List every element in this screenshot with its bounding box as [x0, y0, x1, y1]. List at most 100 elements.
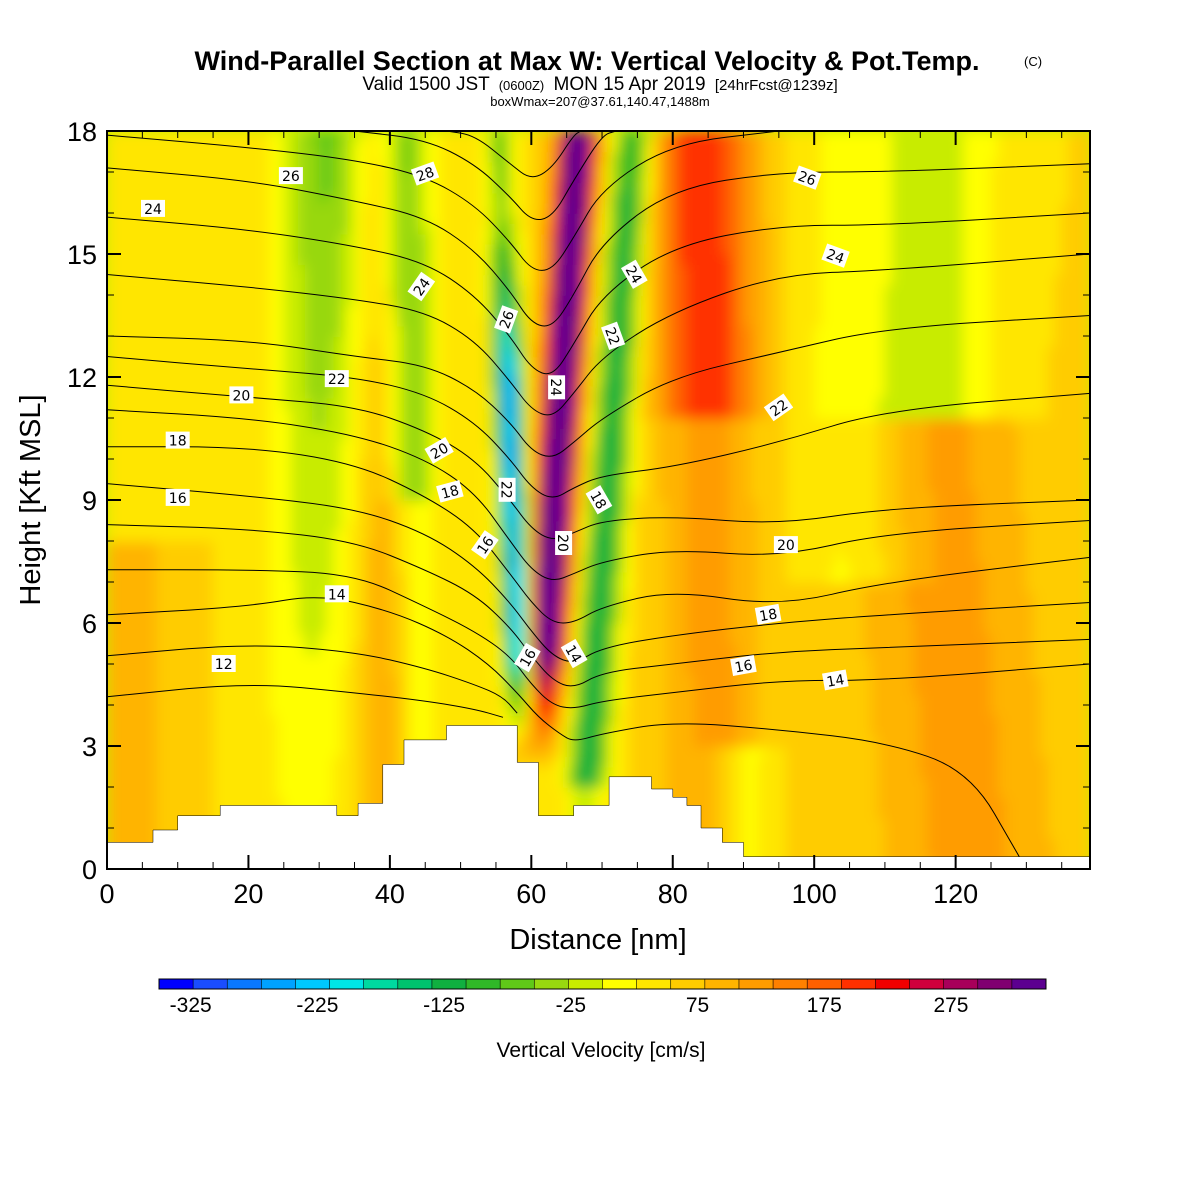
velocity-cell	[107, 213, 115, 225]
velocity-cell	[538, 356, 547, 368]
velocity-cell	[269, 192, 278, 204]
velocity-cell	[297, 325, 306, 337]
velocity-cell	[128, 541, 137, 553]
velocity-cell	[488, 182, 497, 194]
velocity-cell	[531, 500, 540, 512]
velocity-cell	[234, 694, 243, 706]
velocity-cell	[163, 213, 172, 225]
velocity-cell	[255, 172, 264, 184]
velocity-cell	[503, 202, 511, 214]
velocity-cell	[184, 233, 193, 245]
velocity-cell	[375, 694, 384, 706]
velocity-cell	[411, 254, 419, 266]
velocity-cell	[503, 264, 511, 276]
velocity-cell	[297, 469, 306, 481]
velocity-cell	[220, 243, 229, 255]
velocity-cell	[531, 582, 540, 594]
velocity-cell	[510, 202, 518, 214]
velocity-cell	[361, 233, 370, 245]
velocity-cell	[305, 418, 313, 430]
velocity-cell	[107, 500, 115, 512]
velocity-cell	[517, 510, 526, 522]
velocity-cell	[361, 428, 370, 440]
velocity-cell	[241, 715, 250, 727]
velocity-cell	[206, 438, 214, 450]
velocity-cell	[290, 387, 299, 399]
velocity-cell	[248, 776, 257, 788]
velocity-cell	[262, 213, 271, 225]
velocity-cell	[170, 797, 179, 809]
velocity-cell	[319, 407, 328, 419]
velocity-cell	[107, 336, 115, 348]
velocity-cell	[361, 346, 370, 358]
velocity-cell	[177, 264, 186, 276]
velocity-cell	[305, 346, 313, 358]
velocity-cell	[142, 141, 151, 153]
velocity-cell	[524, 315, 533, 327]
velocity-cell	[439, 377, 448, 389]
velocity-cell	[305, 366, 313, 378]
velocity-cell	[305, 520, 313, 532]
velocity-cell	[524, 397, 533, 409]
velocity-cell	[206, 182, 214, 194]
velocity-cell	[460, 366, 469, 378]
velocity-cell	[121, 643, 130, 655]
velocity-cell	[566, 592, 575, 604]
velocity-cell	[411, 315, 419, 327]
velocity-cell	[552, 756, 561, 768]
velocity-cell	[177, 377, 186, 389]
velocity-cell	[495, 243, 504, 255]
velocity-cell	[297, 633, 306, 645]
velocity-cell	[276, 694, 285, 706]
velocity-cell	[184, 346, 193, 358]
velocity-cell	[573, 223, 582, 235]
velocity-cell	[149, 807, 158, 819]
velocity-cell	[184, 705, 193, 717]
velocity-cell	[517, 684, 526, 696]
velocity-cell	[255, 264, 264, 276]
velocity-cell	[460, 438, 469, 450]
velocity-cell	[404, 551, 412, 563]
velocity-cell	[425, 192, 434, 204]
velocity-cell	[552, 356, 561, 368]
velocity-cell	[347, 469, 356, 481]
velocity-cell	[552, 807, 561, 819]
velocity-cell	[566, 735, 575, 747]
velocity-cell	[467, 161, 476, 173]
velocity-cell	[163, 264, 172, 276]
velocity-cell	[538, 223, 547, 235]
velocity-cell	[510, 284, 518, 296]
velocity-cell	[206, 571, 214, 583]
velocity-cell	[276, 674, 285, 686]
velocity-cell	[552, 664, 561, 676]
velocity-cell	[531, 469, 540, 481]
velocity-cell	[255, 387, 264, 399]
velocity-cell	[198, 612, 207, 624]
velocity-cell	[594, 725, 603, 737]
velocity-cell	[495, 705, 504, 717]
velocity-cell	[305, 377, 313, 389]
velocity-cell	[269, 766, 278, 778]
velocity-cell	[107, 633, 115, 645]
velocity-cell	[184, 776, 193, 788]
velocity-cell	[354, 141, 363, 153]
velocity-cell	[128, 161, 137, 173]
velocity-cell	[135, 264, 144, 276]
velocity-cell	[206, 705, 214, 717]
velocity-cell	[503, 407, 511, 419]
velocity-cell	[107, 807, 115, 819]
velocity-cell	[269, 633, 278, 645]
velocity-cell	[255, 797, 264, 809]
velocity-cell	[234, 459, 243, 471]
velocity-cell	[453, 305, 462, 317]
velocity-cell	[439, 674, 448, 686]
velocity-cell	[213, 284, 221, 296]
velocity-cell	[283, 264, 292, 276]
velocity-cell	[503, 684, 511, 696]
velocity-cell	[319, 284, 328, 296]
velocity-cell	[340, 602, 349, 614]
velocity-cell	[517, 541, 526, 553]
velocity-cell	[573, 479, 582, 491]
velocity-cell	[227, 776, 236, 788]
velocity-cell	[375, 705, 384, 717]
